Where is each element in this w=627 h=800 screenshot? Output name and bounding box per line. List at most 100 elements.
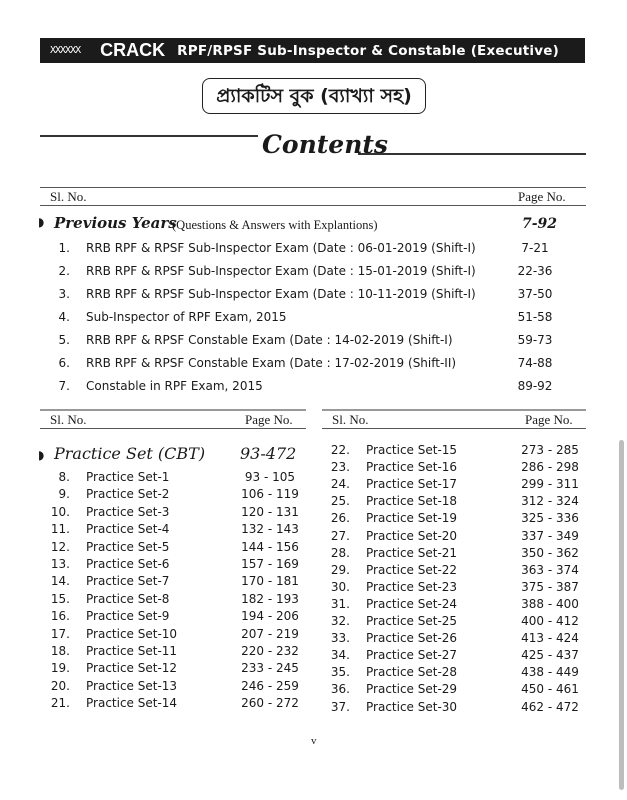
entry-number: 28. bbox=[330, 545, 350, 560]
entry-pages: 106 - 119 bbox=[241, 487, 299, 502]
book-header-bar: XXXXXX CRACK RPF/RPSF Sub-Inspector & Co… bbox=[40, 38, 585, 63]
bullet-icon: ◗ bbox=[38, 215, 45, 229]
entry-number: 3. bbox=[58, 287, 70, 301]
right-sl-no-header: Sl. No. bbox=[332, 412, 369, 427]
entry-number: 15. bbox=[50, 591, 70, 606]
bengali-title-box: প্র্যাকটিস বুক (ব্যাখ্যা সহ) bbox=[202, 78, 426, 114]
entry-pages: 194 - 206 bbox=[241, 609, 299, 624]
contents-rule-right bbox=[358, 153, 586, 155]
entry-number: 19. bbox=[50, 661, 70, 676]
entry-pages: 59-73 bbox=[517, 333, 553, 347]
entry-pages: 425 - 437 bbox=[521, 648, 579, 663]
entry-title: RRB RPF & RPSF Sub-Inspector Exam (Date … bbox=[86, 264, 476, 278]
entry-pages: 350 - 362 bbox=[521, 545, 579, 560]
entry-title: Practice Set-3 bbox=[86, 504, 170, 519]
entry-pages: 325 - 336 bbox=[521, 511, 579, 526]
entry-title: RRB RPF & RPSF Sub-Inspector Exam (Date … bbox=[86, 241, 476, 255]
entry-title: Practice Set-6 bbox=[86, 557, 170, 571]
entry-pages: 450 - 461 bbox=[521, 682, 579, 697]
entry-pages: 246 - 259 bbox=[241, 678, 299, 693]
entry-title: Practice Set-18 bbox=[366, 494, 458, 509]
entry-pages: 7-21 bbox=[521, 241, 549, 255]
entry-title: Practice Set-19 bbox=[366, 511, 458, 526]
sl-no-header: Sl. No. bbox=[50, 189, 87, 204]
entry-title: RRB RPF & RPSF Constable Exam (Date : 14… bbox=[86, 333, 453, 347]
left-page-no-header: Page No. bbox=[245, 412, 293, 427]
entry-title: RRB RPF & RPSF Constable Exam (Date : 17… bbox=[86, 356, 457, 370]
entry-number: 27. bbox=[330, 528, 350, 543]
entry-number: 24. bbox=[330, 477, 350, 492]
entry-pages: 299 - 311 bbox=[521, 477, 579, 492]
table-header-rule-top bbox=[40, 187, 586, 188]
practice-set-pages: 93-472 bbox=[240, 444, 297, 463]
entry-number: 2. bbox=[58, 264, 70, 278]
entry-number: 11. bbox=[50, 522, 70, 537]
entry-title: Practice Set-7 bbox=[86, 574, 170, 589]
previous-years-heading: Previous Years bbox=[54, 214, 177, 232]
entry-pages: 170 - 181 bbox=[241, 574, 299, 589]
entry-pages: 37-50 bbox=[517, 287, 553, 301]
left-header-rule-bottom bbox=[40, 428, 306, 429]
entry-number: 18. bbox=[50, 644, 70, 658]
entry-pages: 400 - 412 bbox=[521, 614, 579, 628]
entry-pages: 363 - 374 bbox=[521, 562, 579, 577]
entry-title: Constable in RPF Exam, 2015 bbox=[86, 379, 263, 393]
entry-title: Practice Set-16 bbox=[366, 460, 458, 475]
scrollbar[interactable] bbox=[619, 440, 624, 790]
entry-number: 13. bbox=[50, 557, 70, 571]
entry-pages: 120 - 131 bbox=[241, 504, 299, 519]
table-header-rule-bottom bbox=[40, 205, 586, 206]
book-subtitle: RPF/RPSF Sub-Inspector & Constable (Exec… bbox=[177, 42, 559, 59]
entry-title: Practice Set-27 bbox=[366, 648, 458, 663]
entry-pages: 233 - 245 bbox=[241, 661, 299, 676]
right-page-no-header: Page No. bbox=[525, 412, 573, 427]
entry-number: 36. bbox=[330, 682, 350, 697]
entry-pages: 89-92 bbox=[517, 379, 553, 393]
entry-number: 4. bbox=[58, 310, 70, 324]
entry-pages: 144 - 156 bbox=[241, 539, 299, 554]
entry-number: 34. bbox=[330, 648, 350, 663]
page-no-header: Page No. bbox=[518, 189, 566, 204]
left-header-rule-top bbox=[40, 409, 306, 411]
entry-pages: 413 - 424 bbox=[521, 631, 579, 646]
entry-number: 26. bbox=[330, 511, 350, 526]
entry-title: Practice Set-1 bbox=[86, 470, 170, 484]
entry-pages: 132 - 143 bbox=[241, 522, 299, 537]
entry-number: 1. bbox=[58, 241, 70, 255]
entry-number: 29. bbox=[330, 562, 350, 577]
entry-pages: 337 - 349 bbox=[521, 528, 579, 543]
entry-number: 14. bbox=[50, 574, 70, 589]
entry-number: 10. bbox=[50, 504, 70, 519]
entry-title: Practice Set-28 bbox=[366, 665, 458, 680]
entry-title: Practice Set-30 bbox=[366, 699, 458, 714]
entry-pages: 438 - 449 bbox=[521, 665, 579, 680]
entry-number: 37. bbox=[330, 699, 350, 714]
publisher-logo: XXXXXX bbox=[50, 45, 81, 56]
entry-title: Practice Set-13 bbox=[86, 678, 178, 693]
right-header-rule-bottom bbox=[322, 428, 586, 429]
entry-number: 20. bbox=[50, 678, 70, 693]
entry-title: Practice Set-5 bbox=[86, 539, 170, 554]
entry-pages: 74-88 bbox=[517, 356, 553, 370]
entry-number: 9. bbox=[58, 487, 70, 502]
entry-number: 17. bbox=[50, 626, 70, 641]
entry-title: Practice Set-8 bbox=[86, 591, 170, 606]
entry-number: 16. bbox=[50, 609, 70, 624]
entry-pages: 22-36 bbox=[517, 264, 553, 278]
entry-number: 21. bbox=[50, 696, 70, 711]
entry-pages: 312 - 324 bbox=[521, 494, 579, 509]
entry-title: Practice Set-21 bbox=[366, 545, 458, 560]
previous-years-note: (Questions & Answers with Explantions) bbox=[172, 218, 378, 232]
entry-title: Practice Set-22 bbox=[366, 562, 458, 577]
entry-pages: 220 - 232 bbox=[241, 644, 299, 658]
previous-years-pages: 7-92 bbox=[522, 216, 558, 232]
entry-title: Practice Set-12 bbox=[86, 661, 178, 676]
entry-number: 8. bbox=[58, 470, 70, 484]
entry-title: Practice Set-14 bbox=[86, 696, 178, 711]
bullet-icon: ◗ bbox=[38, 448, 45, 462]
entry-number: 22. bbox=[330, 443, 350, 457]
entry-title: Practice Set-17 bbox=[366, 477, 458, 492]
entry-title: Sub-Inspector of RPF Exam, 2015 bbox=[86, 310, 287, 324]
entry-pages: 207 - 219 bbox=[241, 626, 299, 641]
entry-number: 32. bbox=[330, 614, 350, 628]
